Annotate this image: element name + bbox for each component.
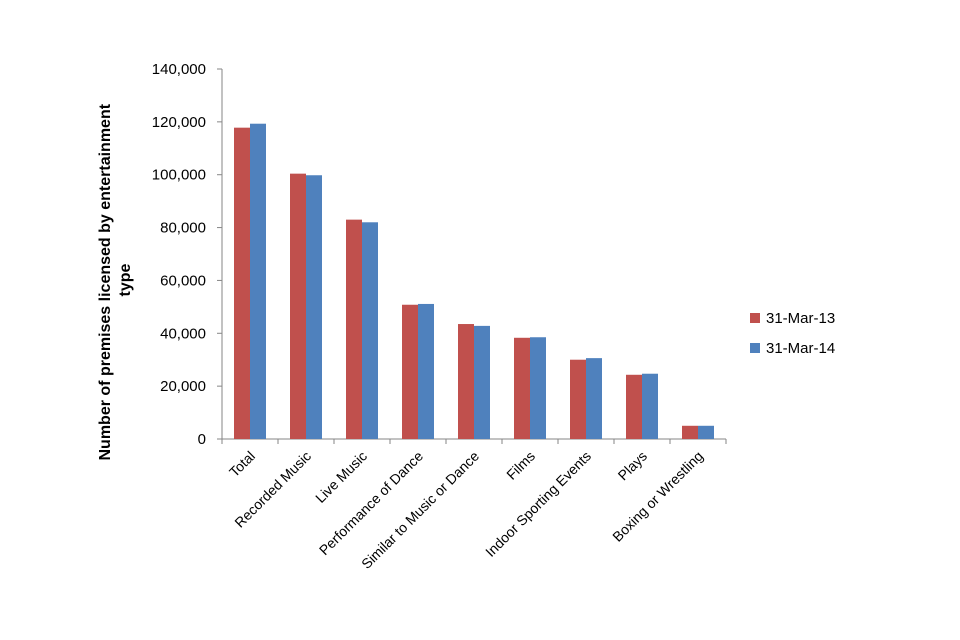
bar-mar14-0	[250, 123, 266, 439]
y-tick-label: 120,000	[152, 114, 206, 131]
category-label: Performance of Dance	[316, 448, 427, 559]
y-tick-label: 60,000	[160, 272, 206, 289]
bar-mar14-6	[586, 358, 602, 439]
bar-mar13-6	[570, 359, 586, 439]
category-label: Indoor Sporting Events	[482, 448, 594, 560]
y-tick-label: 100,000	[152, 167, 206, 184]
y-axis-title: Number of premises licensed by entertain…	[97, 100, 134, 461]
bar-mar14-2	[362, 222, 378, 439]
y-axis-title-line1: Number of premises licensed by entertain…	[97, 103, 114, 460]
legend: 31-Mar-13 31-Mar-14	[750, 310, 835, 357]
y-tick-label: 20,000	[160, 378, 206, 395]
bar-mar14-8	[698, 425, 714, 439]
bar-mar13-2	[346, 219, 362, 439]
legend-label: 31-Mar-14	[766, 340, 835, 357]
bar-mar13-1	[290, 173, 306, 439]
y-tick-label: 40,000	[160, 325, 206, 342]
bar-mar13-7	[626, 374, 642, 439]
category-label: Similar to Music or Dance	[358, 448, 482, 572]
category-label: Plays	[615, 448, 651, 484]
y-tick-label: 80,000	[160, 220, 206, 237]
bar-mar13-4	[458, 324, 474, 439]
bar-mar14-3	[418, 303, 434, 439]
y-ticks: 0 20,000 40,000 60,000 80,000 100,000 120,000 1…	[152, 61, 222, 448]
y-axis-title-line2: type	[117, 263, 134, 296]
category-label: Films	[503, 448, 538, 483]
bar-mar13-0	[234, 127, 250, 440]
bars	[234, 123, 714, 440]
y-tick-label: 0	[198, 431, 206, 448]
legend-swatch	[750, 313, 760, 323]
y-tick-label: 140,000	[152, 61, 206, 78]
bar-mar13-3	[402, 304, 418, 439]
bar-mar13-8	[682, 425, 698, 439]
bar-mar14-1	[306, 175, 322, 439]
legend-label: 31-Mar-13	[766, 310, 835, 327]
bar-mar14-7	[642, 373, 658, 439]
category-label: Total	[226, 448, 258, 480]
bar-mar14-4	[474, 325, 490, 439]
category-label: Live Music	[312, 448, 370, 506]
bar-mar14-5	[530, 337, 546, 439]
legend-swatch	[750, 343, 760, 353]
bar-mar13-5	[514, 337, 530, 439]
